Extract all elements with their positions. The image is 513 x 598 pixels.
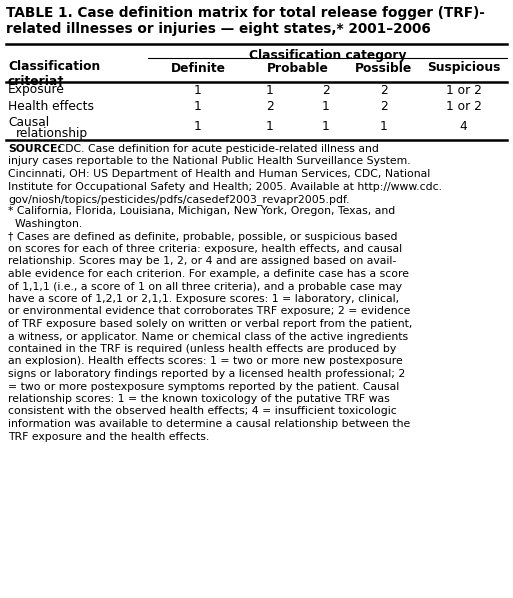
Text: of 1,1,1 (i.e., a score of 1 on all three criteria), and a probable case may: of 1,1,1 (i.e., a score of 1 on all thre… [8, 282, 402, 291]
Text: 2: 2 [322, 84, 330, 96]
Text: 1 or 2: 1 or 2 [446, 99, 481, 112]
Text: signs or laboratory findings reported by a licensed health professional; 2: signs or laboratory findings reported by… [8, 369, 405, 379]
Text: CDC. Case definition for acute pesticide-related illness and: CDC. Case definition for acute pesticide… [54, 144, 379, 154]
Text: contained in the TRF is required (unless health effects are produced by: contained in the TRF is required (unless… [8, 344, 396, 354]
Text: 2: 2 [380, 84, 388, 96]
Text: Suspicious: Suspicious [427, 62, 500, 75]
Text: TABLE 1. Case definition matrix for total release fogger (TRF)-: TABLE 1. Case definition matrix for tota… [6, 6, 485, 20]
Text: Causal: Causal [8, 116, 49, 129]
Text: 1 or 2: 1 or 2 [446, 84, 481, 96]
Text: = two or more postexposure symptoms reported by the patient. Causal: = two or more postexposure symptoms repo… [8, 382, 399, 392]
Text: relationship. Scores may be 1, 2, or 4 and are assigned based on avail-: relationship. Scores may be 1, 2, or 4 a… [8, 257, 396, 267]
Text: on scores for each of three criteria: exposure, health effects, and causal: on scores for each of three criteria: ex… [8, 244, 402, 254]
Text: 1: 1 [194, 120, 202, 133]
Text: a witness, or applicator. Name or chemical class of the active ingredients: a witness, or applicator. Name or chemic… [8, 331, 408, 341]
Text: 1: 1 [194, 99, 202, 112]
Text: have a score of 1,2,1 or 2,1,1. Exposure scores: 1 = laboratory, clinical,: have a score of 1,2,1 or 2,1,1. Exposure… [8, 294, 399, 304]
Text: * California, Florida, Louisiana, Michigan, New York, Oregon, Texas, and: * California, Florida, Louisiana, Michig… [8, 206, 395, 216]
Text: Washington.: Washington. [8, 219, 82, 229]
Text: injury cases reportable to the National Public Health Surveillance System.: injury cases reportable to the National … [8, 157, 410, 166]
Text: 1: 1 [322, 99, 330, 112]
Text: 2: 2 [380, 99, 388, 112]
Text: 2: 2 [266, 99, 274, 112]
Text: gov/niosh/topics/pesticides/pdfs/casedef2003_revapr2005.pdf.: gov/niosh/topics/pesticides/pdfs/casedef… [8, 194, 349, 205]
Text: 4: 4 [460, 120, 467, 133]
Text: † Cases are defined as definite, probable, possible, or suspicious based: † Cases are defined as definite, probabl… [8, 231, 398, 242]
Text: Probable: Probable [267, 62, 329, 75]
Text: or environmental evidence that corroborates TRF exposure; 2 = evidence: or environmental evidence that corrobora… [8, 307, 410, 316]
Text: SOURCE:: SOURCE: [8, 144, 62, 154]
Text: relationship scores: 1 = the known toxicology of the putative TRF was: relationship scores: 1 = the known toxic… [8, 394, 390, 404]
Text: Exposure: Exposure [8, 84, 65, 96]
Text: information was available to determine a causal relationship between the: information was available to determine a… [8, 419, 410, 429]
Text: TRF exposure and the health effects.: TRF exposure and the health effects. [8, 432, 209, 441]
Text: 1: 1 [266, 84, 274, 96]
Text: Cincinnati, OH: US Department of Health and Human Services, CDC, National: Cincinnati, OH: US Department of Health … [8, 169, 430, 179]
Text: Health effects: Health effects [8, 99, 94, 112]
Text: 1: 1 [322, 120, 330, 133]
Text: 1: 1 [380, 120, 388, 133]
Text: consistent with the observed health effects; 4 = insufficient toxicologic: consistent with the observed health effe… [8, 407, 397, 416]
Text: able evidence for each criterion. For example, a definite case has a score: able evidence for each criterion. For ex… [8, 269, 409, 279]
Text: Institute for Occupational Safety and Health; 2005. Available at http://www.cdc.: Institute for Occupational Safety and He… [8, 182, 442, 191]
Text: an explosion). Health effects scores: 1 = two or more new postexposure: an explosion). Health effects scores: 1 … [8, 356, 403, 367]
Text: 1: 1 [266, 120, 274, 133]
Text: Classification category: Classification category [249, 50, 406, 63]
Text: Classification
criteria†: Classification criteria† [8, 60, 100, 89]
Text: Definite: Definite [170, 62, 226, 75]
Text: 1: 1 [194, 84, 202, 96]
Text: related illnesses or injuries — eight states,* 2001–2006: related illnesses or injuries — eight st… [6, 22, 431, 36]
Text: relationship: relationship [16, 127, 88, 140]
Text: Possible: Possible [356, 62, 412, 75]
Text: of TRF exposure based solely on written or verbal report from the patient,: of TRF exposure based solely on written … [8, 319, 412, 329]
